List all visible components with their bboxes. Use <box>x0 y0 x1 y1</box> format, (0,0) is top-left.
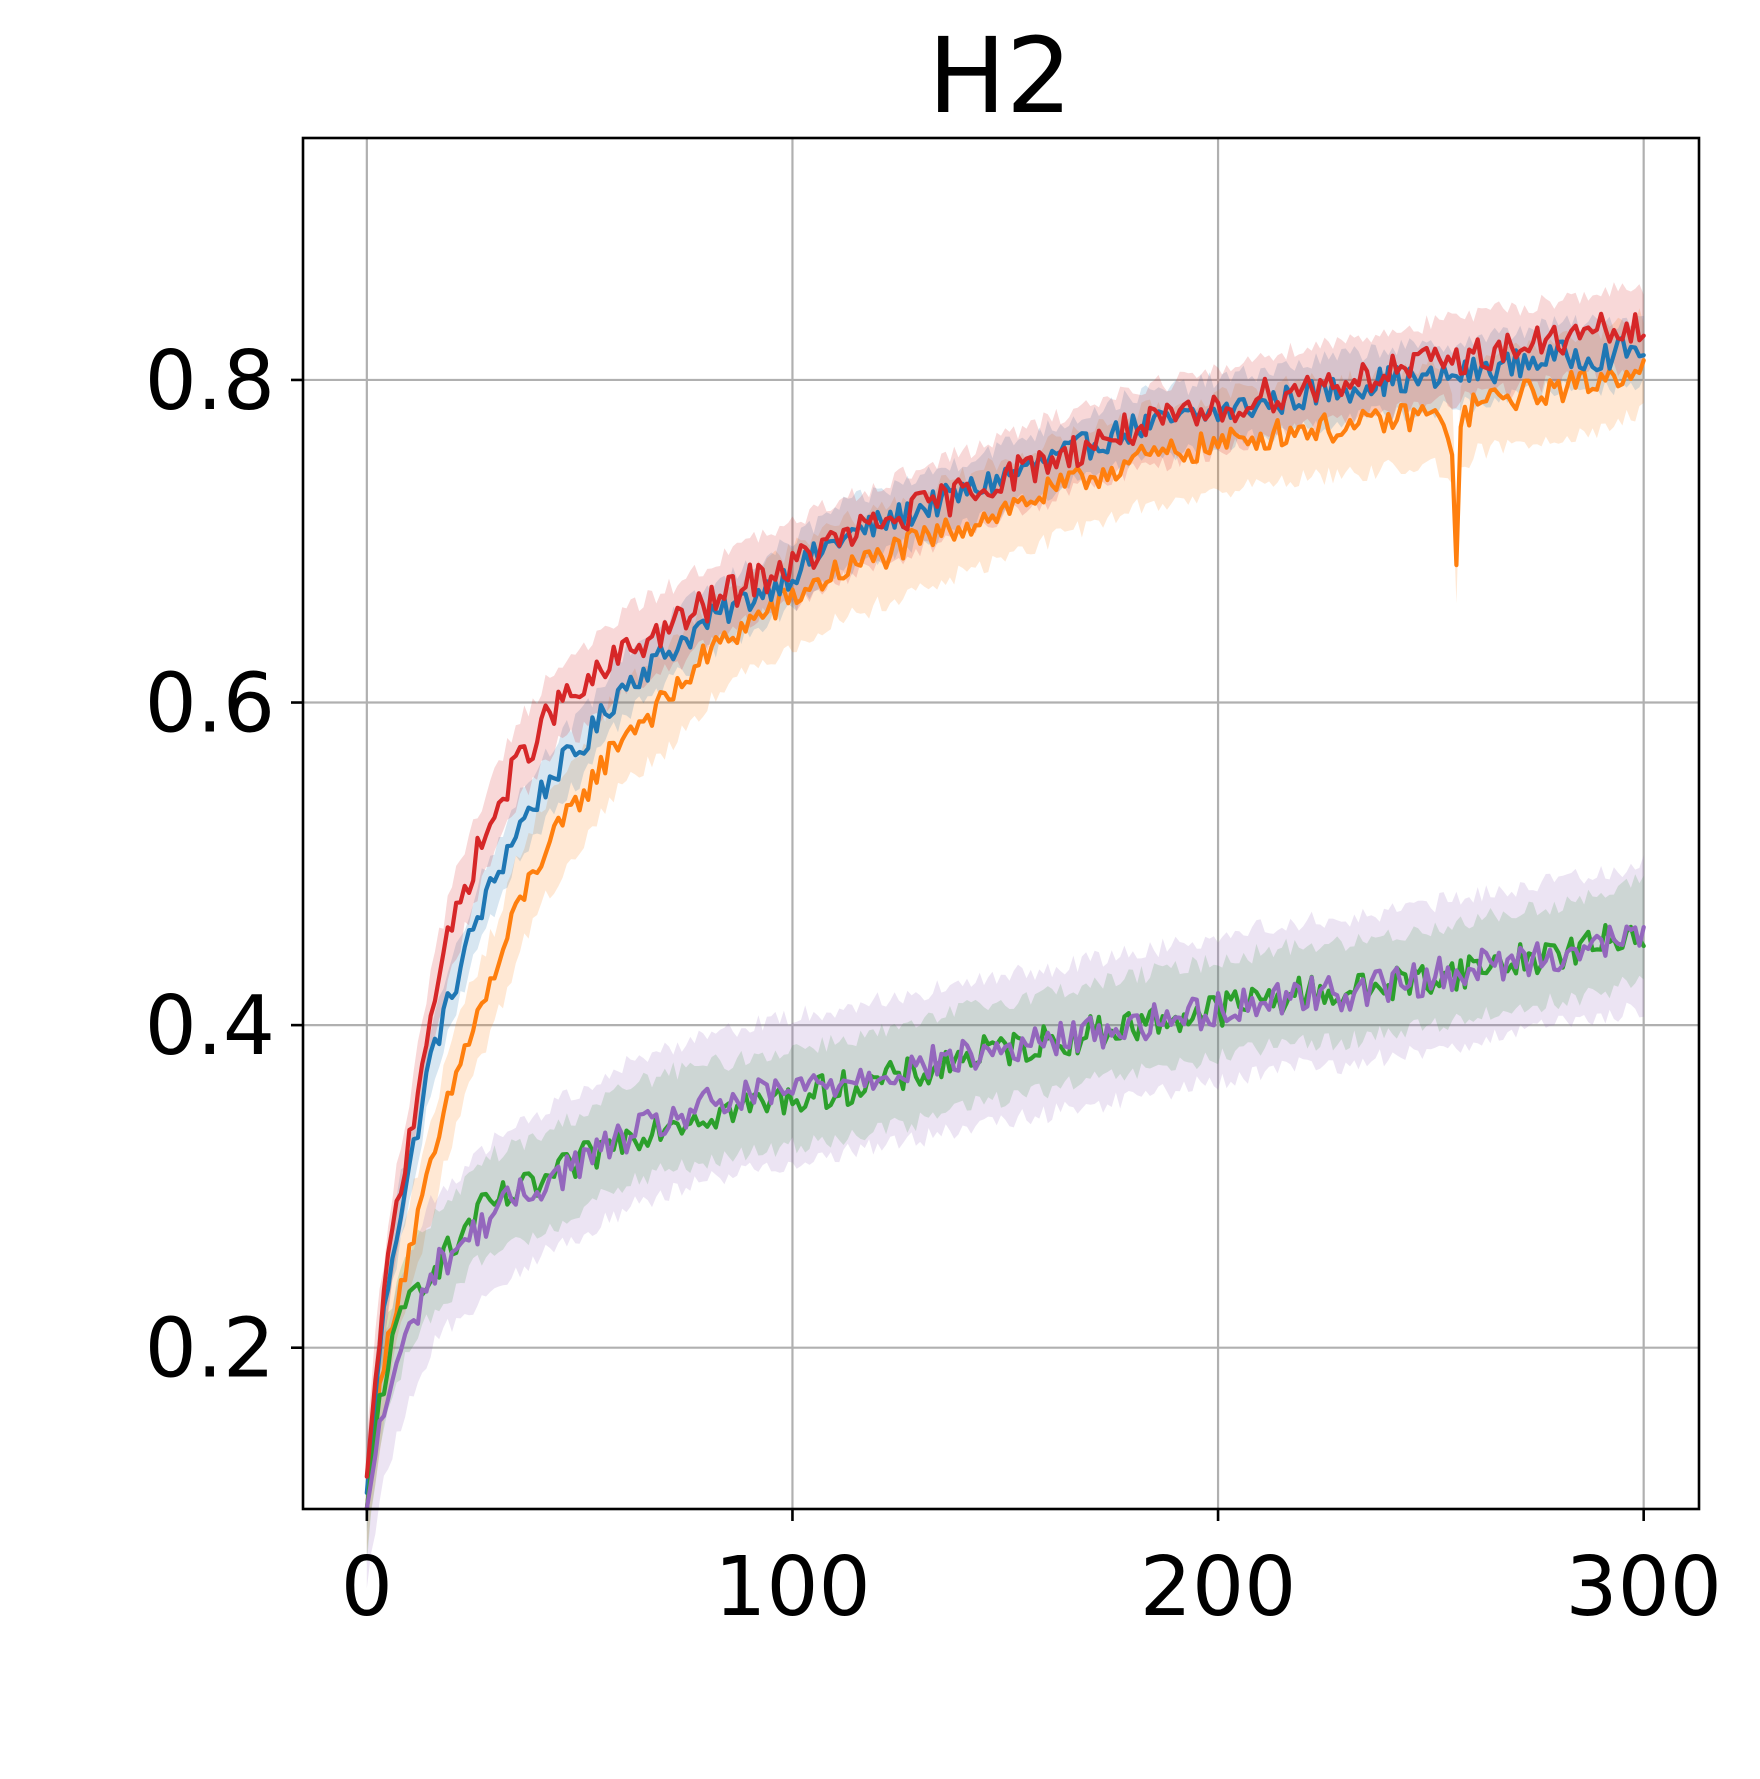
y-tick-label: 0.2 <box>145 1302 275 1397</box>
axis-ticks: 0 100 200 300 0.2 0.4 0.6 0.8 <box>145 334 1722 1635</box>
y-tick-label: 0.4 <box>145 979 275 1074</box>
y-tick-label: 0.8 <box>145 334 275 429</box>
y-tick-label: 0.6 <box>145 657 275 752</box>
series-lines <box>364 311 1646 1512</box>
plot-frame <box>301 136 1701 1511</box>
x-tick-label: 0 <box>341 1540 393 1635</box>
x-tick-label: 100 <box>714 1540 871 1635</box>
series-band <box>366 282 1644 1515</box>
confidence-bands <box>366 282 1644 1589</box>
series-line <box>364 924 1646 1512</box>
series-line <box>364 311 1646 1479</box>
series-band <box>366 314 1644 1532</box>
series-line <box>364 358 1646 1512</box>
series-band <box>366 308 1644 1555</box>
chart-title: H2 <box>928 15 1072 137</box>
series-band <box>366 855 1644 1589</box>
series-line <box>364 923 1646 1512</box>
series-band <box>366 874 1644 1565</box>
x-tick-label: 300 <box>1565 1540 1722 1635</box>
x-tick-label: 200 <box>1140 1540 1297 1635</box>
